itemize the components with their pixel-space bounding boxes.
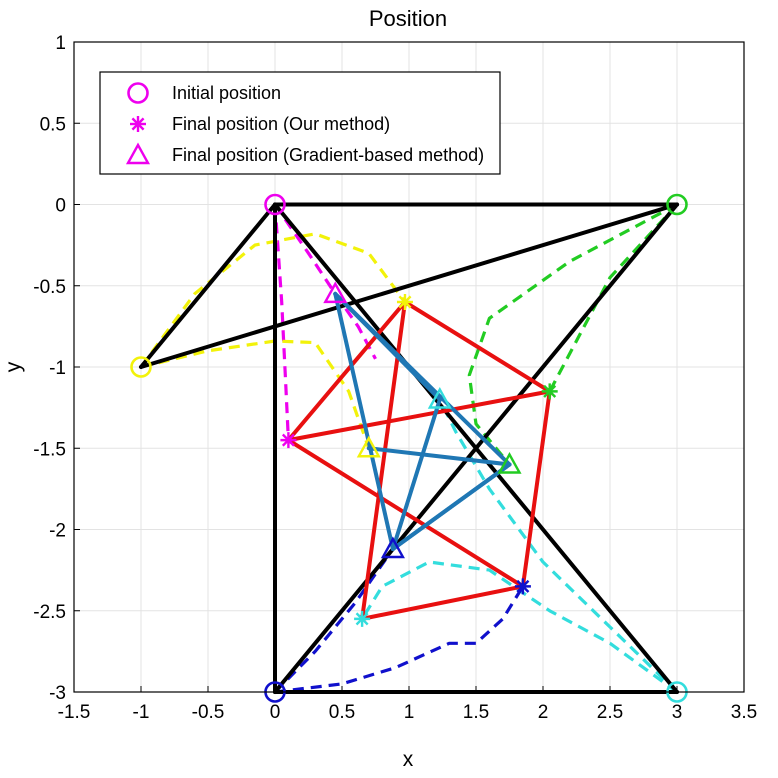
formation-edge xyxy=(273,202,679,694)
trajectory-line xyxy=(274,585,525,694)
y-tick-label: -1.5 xyxy=(33,439,66,460)
chart-title: Position xyxy=(369,6,447,31)
formation-edge xyxy=(402,300,552,394)
x-tick-label: 1.5 xyxy=(463,702,489,723)
asterisk-marker xyxy=(354,610,371,627)
x-tick-label: 2 xyxy=(538,702,549,723)
formation-edge xyxy=(286,389,552,443)
y-tick-label: -0.5 xyxy=(33,277,66,298)
formation-edge xyxy=(139,202,679,369)
y-tick-label: -3 xyxy=(49,683,66,704)
asterisk-marker xyxy=(280,432,297,449)
triangle-marker xyxy=(323,281,348,304)
triangle-marker xyxy=(380,536,405,559)
y-tick-label: 1 xyxy=(55,33,66,54)
circle-marker xyxy=(130,356,152,378)
asterisk-marker xyxy=(396,294,413,310)
trajectory-line xyxy=(139,232,407,368)
circle-marker xyxy=(666,193,688,216)
asterisk-marker xyxy=(130,116,146,132)
legend-box xyxy=(99,71,501,175)
formation-edge xyxy=(366,446,512,467)
x-tick-label: 0 xyxy=(270,702,281,723)
legend-label: Final position (Our method) xyxy=(172,114,390,134)
markers xyxy=(130,193,688,703)
x-tick-label: 0.5 xyxy=(329,702,355,723)
x-tick-label: -1 xyxy=(133,702,150,723)
formation-edge xyxy=(360,300,407,621)
circle-marker xyxy=(264,193,286,216)
trajectory-line xyxy=(548,203,679,393)
asterisk-stroke xyxy=(131,117,145,131)
formation-edge xyxy=(520,389,552,589)
trajectory-line xyxy=(273,203,377,360)
y-axis-label: y xyxy=(2,361,25,372)
x-tick-label: 3 xyxy=(672,702,683,723)
legend-label: Final position (Gradient-based method) xyxy=(172,145,484,165)
trajectory-line xyxy=(438,398,679,694)
trajectory-line xyxy=(360,560,678,694)
triangle-marker xyxy=(125,142,151,165)
x-tick-label: 2.5 xyxy=(597,702,623,723)
trajectories xyxy=(139,203,679,694)
x-tick-label: 3.5 xyxy=(731,702,757,723)
y-tick-label: -2 xyxy=(49,521,66,542)
trajectory-line xyxy=(273,204,290,441)
asterisk-stroke xyxy=(281,433,295,447)
y-tick-label: -1 xyxy=(49,358,66,379)
triangle-marker xyxy=(356,435,381,458)
formation-edge xyxy=(390,462,512,551)
ticks: -1.5 -1 -0.5 0 0.5 1 1.5 2 2.5 3 3.5 1 0.5 0 -0.5 -1 -1.… xyxy=(33,33,757,723)
circle-marker xyxy=(127,82,149,104)
legend-label: Initial position xyxy=(172,83,281,103)
asterisk-stroke xyxy=(516,579,530,593)
asterisk-marker xyxy=(541,383,558,400)
trajectory-line xyxy=(273,548,395,694)
triangle-marker xyxy=(497,452,522,474)
asterisk-stroke xyxy=(398,295,412,309)
formation-edge xyxy=(333,291,395,551)
asterisk-marker xyxy=(514,578,531,595)
x-tick-label: -1.5 xyxy=(58,702,91,723)
formation-edge xyxy=(390,397,442,551)
y-tick-label: -2.5 xyxy=(33,602,66,623)
asterisk-stroke xyxy=(355,612,369,626)
x-axis-label: x xyxy=(403,748,414,771)
legend: Initial position Final position (Our meth… xyxy=(99,71,501,175)
trajectory-line xyxy=(140,339,371,449)
y-tick-label: 0 xyxy=(55,196,66,217)
formation-edge xyxy=(286,300,407,443)
y-tick-label: 0.5 xyxy=(40,114,66,135)
x-tick-label: -0.5 xyxy=(192,702,225,723)
triangle-marker xyxy=(427,387,452,409)
formation-edge xyxy=(333,291,442,402)
x-tick-label: 1 xyxy=(404,702,415,723)
plot-frame xyxy=(73,41,745,693)
formation-edge xyxy=(360,584,525,621)
formation-edge xyxy=(139,202,277,369)
asterisk-stroke xyxy=(543,384,557,398)
